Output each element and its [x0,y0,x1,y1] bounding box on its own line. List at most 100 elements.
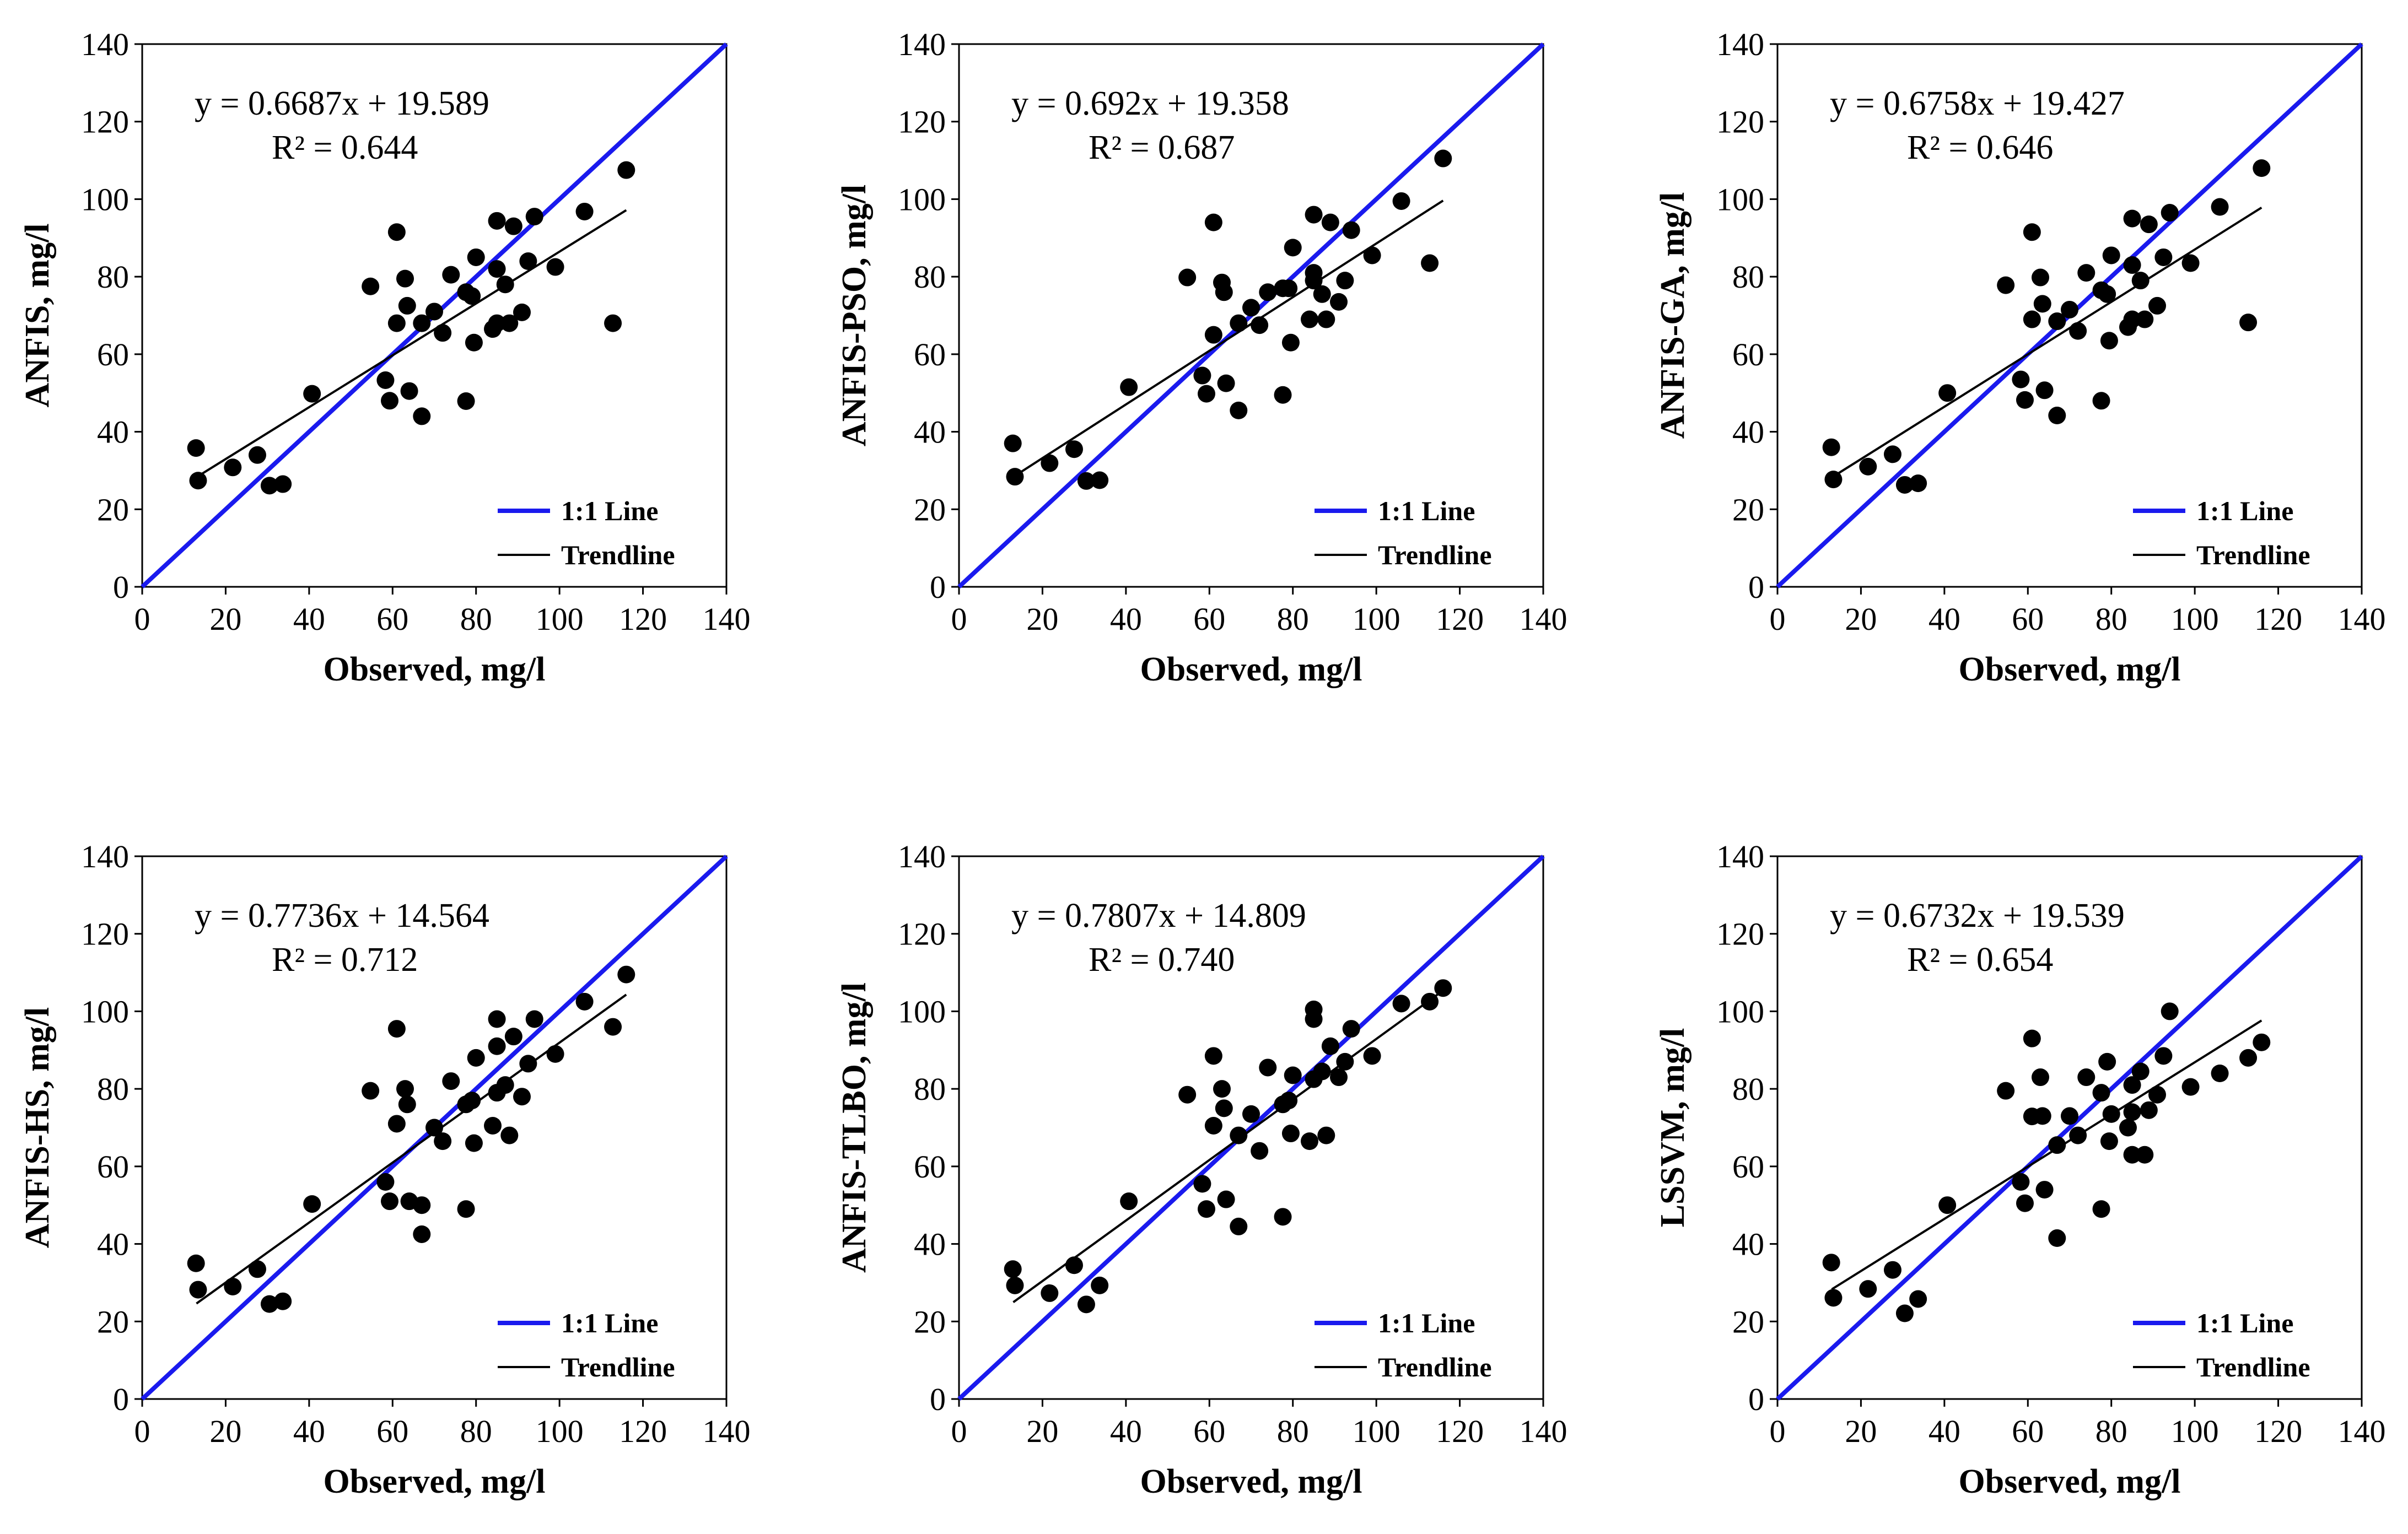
plot-frame [958,43,1544,588]
legend-label-trend: Trendline [561,539,675,570]
data-point [2140,215,2158,234]
x-tick-label: 40 [1928,601,1960,637]
data-point [504,1028,522,1046]
data-point [1895,1304,1914,1322]
data-point [413,407,431,425]
data-point [1909,474,1927,493]
y-tick-label: 0 [1748,1381,1764,1417]
data-point [396,1080,414,1098]
data-point [303,385,321,403]
data-point [513,303,531,321]
y-tick-label: 0 [113,1381,129,1417]
data-point [2123,310,2141,328]
y-tick-label: 100 [898,993,946,1029]
data-point [496,276,514,294]
trendline [1012,990,1444,1304]
data-point [488,314,506,332]
one-to-one-line [1776,855,2363,1401]
data-point [2239,314,2258,332]
data-point [1859,457,1877,476]
data-point [2023,1029,2041,1047]
y-tick-label: 100 [1716,181,1764,217]
data-point [1421,254,1439,272]
one-to-one-line [957,855,1545,1401]
x-tick-label: 20 [209,1413,241,1449]
data-point [187,439,205,457]
data-point [575,992,594,1011]
x-tick-label: 120 [1436,1413,1484,1449]
data-point [2092,1084,2110,1102]
y-tick-label: 20 [914,491,946,527]
x-tick-label: 0 [951,601,967,637]
data-point [2077,264,2095,282]
plot-frame [141,855,728,1400]
y-tick-label: 60 [914,337,946,372]
y-tick-label: 140 [898,26,946,62]
data-point [1215,283,1233,301]
data-point [2016,391,2034,409]
y-axis-label: ANFIS-PSO, mg/l [836,185,873,446]
trendline [196,993,627,1305]
y-tick-label: 20 [914,1304,946,1339]
x-tick-label: 100 [2171,601,2219,637]
data-point [1091,471,1109,489]
data-point [260,477,278,495]
data-point [274,1292,292,1310]
data-point [519,252,537,270]
data-point [2092,392,2110,410]
x-tick-label: 0 [951,1413,967,1449]
r-squared: R² = 0.712 [272,941,418,979]
data-point [1997,1082,2015,1100]
data-point [465,1134,483,1152]
data-point [1120,1192,1138,1211]
data-point [2123,1103,2141,1121]
legend-label-one-to-one: 1:1 Line [2196,495,2293,526]
data-point [1824,471,1843,489]
x-axis-label: Observed, mg/l [1140,1463,1362,1500]
y-tick-label: 40 [1732,414,1764,450]
legend-label-one-to-one: 1:1 Line [1378,495,1475,526]
data-point [1281,333,1300,352]
data-point [1065,1256,1083,1274]
data-point [260,1295,278,1313]
data-point [484,1116,502,1135]
x-tick-label: 40 [1110,1413,1142,1449]
data-point [2077,1068,2095,1087]
data-point [496,1076,514,1094]
data-point [2035,381,2054,399]
y-tick-label: 100 [81,993,129,1029]
y-tick-label: 60 [1732,337,1764,372]
y-tick-label: 100 [81,181,129,217]
x-tick-label: 60 [2012,601,2044,637]
data-point [488,260,506,278]
data-point [1342,1020,1360,1038]
data-point [1213,1080,1231,1098]
x-tick-label: 60 [1193,1413,1225,1449]
data-point [457,392,475,410]
y-tick-label: 40 [914,1227,946,1262]
x-tick-label: 40 [293,1413,325,1449]
data-point [1077,1295,1095,1314]
x-tick-label: 120 [1436,601,1484,637]
x-tick-label: 120 [619,601,667,637]
data-point [1204,326,1222,344]
data-point [463,1092,481,1110]
y-tick-label: 20 [1732,1304,1764,1339]
data-point [425,1119,443,1137]
data-point [387,1115,406,1133]
data-point [387,314,406,332]
data-point [488,1010,506,1028]
x-tick-label: 40 [1928,1413,1960,1449]
legend-label-one-to-one: 1:1 Line [2196,1308,2293,1338]
y-axis-label: LSSVM, mg/l [1654,1028,1691,1228]
y-tick-label: 60 [97,337,129,372]
data-point [1280,279,1298,298]
x-tick-label: 120 [619,1413,667,1449]
data-point [398,296,416,315]
data-point [362,277,380,295]
regression-equation: y = 0.6687x + 19.589 [195,85,489,122]
data-point [1434,979,1452,997]
data-point [1317,310,1335,328]
data-point [2069,1126,2087,1144]
data-point [1938,384,1957,402]
